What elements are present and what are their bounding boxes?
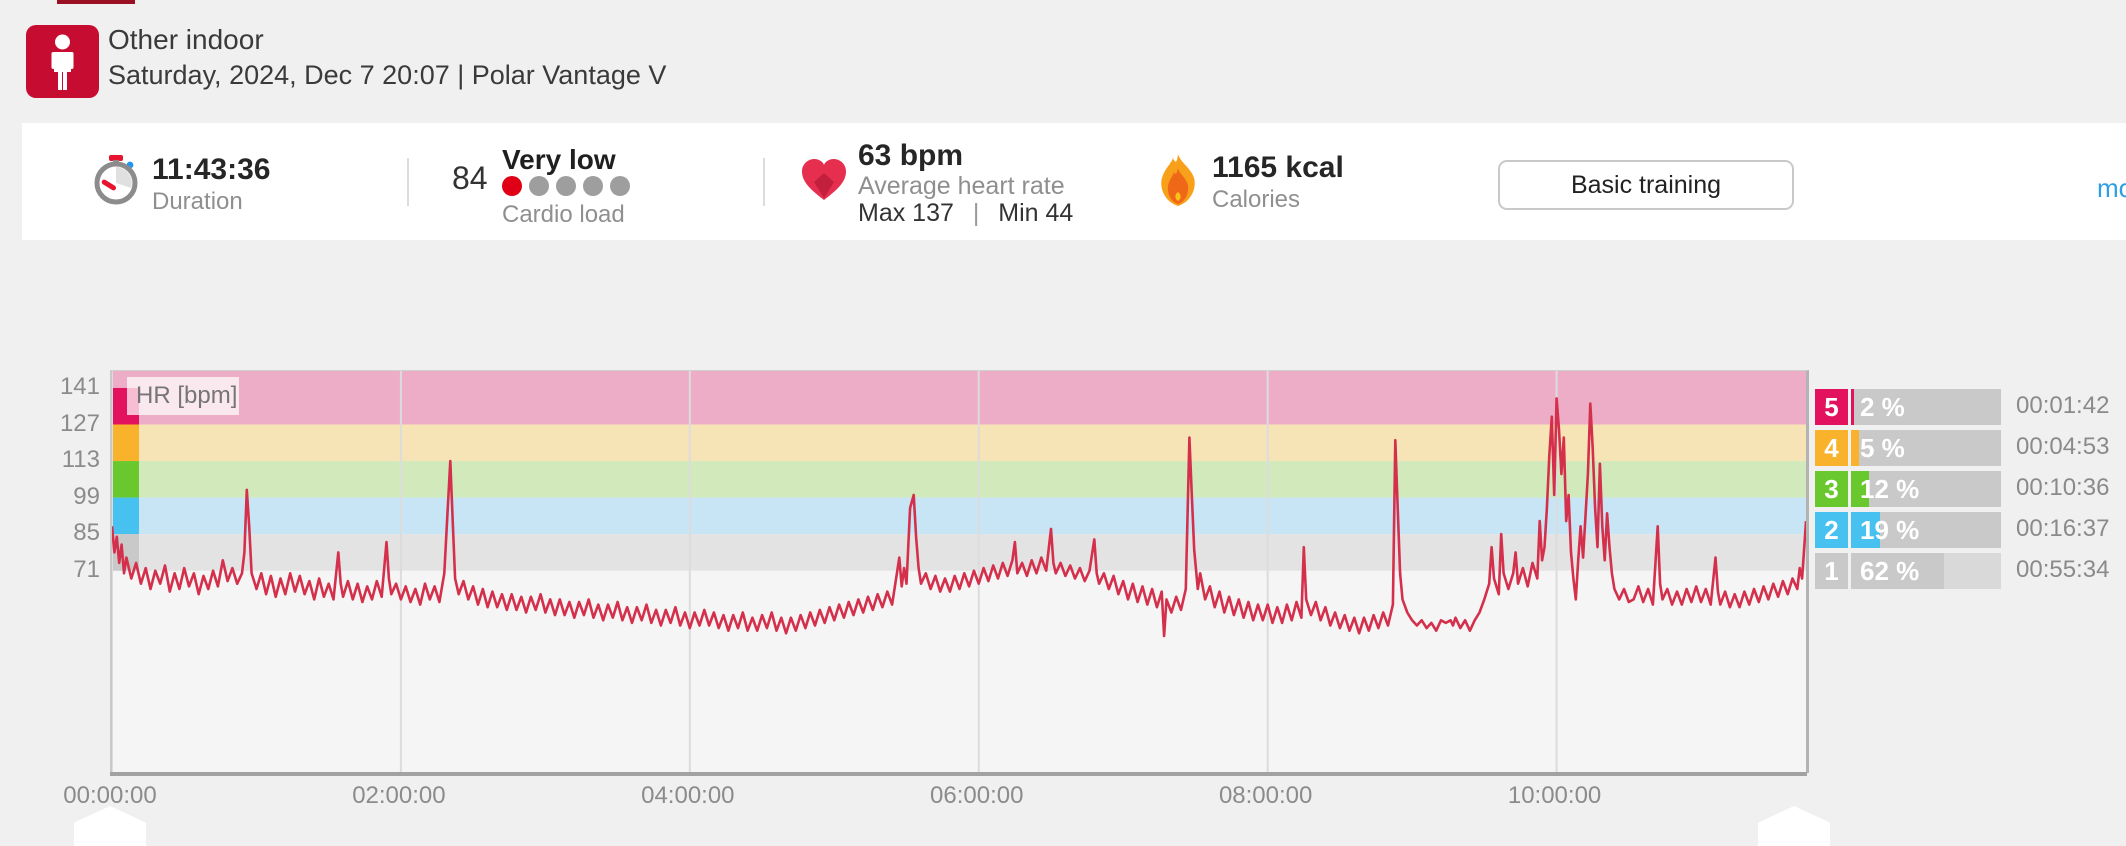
zone-band-5 — [112, 371, 1806, 425]
heart-icon — [801, 158, 847, 207]
zone-percent-fill — [1851, 471, 1869, 507]
y-tick-85: 85 — [73, 519, 100, 547]
zone-time: 00:01:42 — [2016, 392, 2110, 419]
hr-max-min: Max 137 | Min 44 — [858, 199, 1073, 228]
zone-time: 00:04:53 — [2016, 433, 2110, 460]
cardio-load-label: Cardio load — [502, 201, 625, 228]
duration-value: 11:43:36 — [152, 153, 271, 186]
zone-number: 3 — [1815, 471, 1848, 507]
training-benefit-button[interactable]: Basic training — [1498, 160, 1794, 210]
series-legend: HR [bpm] — [127, 377, 239, 415]
zone-swatch-2 — [112, 497, 139, 535]
y-tick-127: 127 — [59, 409, 100, 437]
zone-time: 00:55:34 — [2016, 556, 2110, 583]
cardio-load-dots — [502, 176, 630, 196]
cardio-load-value: 84 — [452, 160, 488, 196]
hr-max: Max 137 — [858, 199, 954, 227]
more-link[interactable]: mo — [2097, 173, 2126, 203]
cardio-dot-empty — [583, 176, 603, 196]
zone-swatch-4 — [112, 424, 139, 462]
duration-label: Duration — [152, 188, 243, 215]
zone-percent-bar: 12 % — [1851, 471, 2001, 507]
zone-band-4 — [112, 424, 1806, 462]
person-indoor-icon — [51, 34, 74, 90]
zone-time: 00:10:36 — [2016, 474, 2110, 501]
zone-band-3 — [112, 461, 1806, 498]
zone-percent-bar: 62 % — [1851, 553, 2001, 589]
y-tick-71: 71 — [73, 555, 100, 583]
stats-divider — [407, 158, 409, 206]
y-tick-99: 99 — [73, 482, 100, 510]
calories-value: 1165 kcal — [1212, 151, 1344, 184]
zone-percent-fill — [1851, 430, 1859, 466]
zone-percent-fill — [1851, 389, 1854, 425]
cardio-dot-filled — [502, 176, 522, 196]
stopwatch-icon — [93, 153, 139, 210]
x-tick-04:00:00: 04:00:00 — [641, 782, 735, 809]
hr-min: Min 44 — [998, 199, 1074, 227]
hr-chart-plot[interactable] — [110, 370, 1809, 773]
zone-percent-label: 12 % — [1860, 474, 1920, 504]
y-tick-141: 141 — [59, 372, 100, 400]
activity-title: Other indoor — [108, 24, 264, 55]
cardio-dot-empty — [529, 176, 549, 196]
zone-band-1 — [112, 534, 1806, 571]
calories-label: Calories — [1212, 186, 1301, 213]
zone-percent-bar: 5 % — [1851, 430, 2001, 466]
zone-percent-bar: 19 % — [1851, 512, 2001, 548]
flame-icon — [1157, 154, 1199, 213]
zone-percent-label: 62 % — [1860, 556, 1920, 586]
cardio-load-status: Very low — [502, 144, 616, 175]
stats-divider — [763, 158, 765, 206]
zone-number: 4 — [1815, 430, 1848, 466]
y-tick-113: 113 — [61, 446, 100, 474]
zone-percent-fill — [1851, 553, 1944, 589]
range-slider-handle-left[interactable] — [74, 806, 146, 846]
x-tick-00:00:00: 00:00:00 — [63, 782, 157, 809]
zone-percent-label: 5 % — [1860, 433, 1905, 463]
zone-percent-label: 2 % — [1860, 392, 1905, 422]
hr-separator: | — [972, 199, 980, 227]
activity-subtitle: Saturday, 2024, Dec 7 20:07 | Polar Vant… — [108, 60, 667, 90]
avg-hr-label: Average heart rate — [858, 172, 1065, 200]
zone-time: 00:16:37 — [2016, 515, 2110, 542]
zone-number: 1 — [1815, 553, 1848, 589]
zone-percent-label: 19 % — [1860, 515, 1920, 545]
hr-line-chart — [110, 371, 1808, 773]
cardio-dot-empty — [556, 176, 576, 196]
x-tick-02:00:00: 02:00:00 — [352, 782, 446, 809]
clipped-nav-fragment — [57, 0, 135, 4]
cardio-dot-empty — [610, 176, 630, 196]
x-tick-06:00:00: 06:00:00 — [930, 782, 1024, 809]
summary-stats-card — [22, 123, 2126, 240]
sport-type-icon — [26, 25, 99, 98]
zone-number: 5 — [1815, 389, 1848, 425]
zone-band-2 — [112, 497, 1806, 535]
zone-number: 2 — [1815, 512, 1848, 548]
range-slider-handle-right[interactable] — [1758, 806, 1830, 846]
avg-hr-value: 63 bpm — [858, 139, 964, 172]
zone-percent-bar: 2 % — [1851, 389, 2001, 425]
zone-percent-fill — [1851, 512, 1880, 548]
hr-series-line — [110, 397, 1808, 638]
zone-swatch-3 — [112, 461, 139, 498]
x-tick-08:00:00: 08:00:00 — [1218, 782, 1313, 809]
x-axis-line — [110, 772, 1807, 776]
x-tick-10:00:00: 10:00:00 — [1507, 782, 1602, 809]
